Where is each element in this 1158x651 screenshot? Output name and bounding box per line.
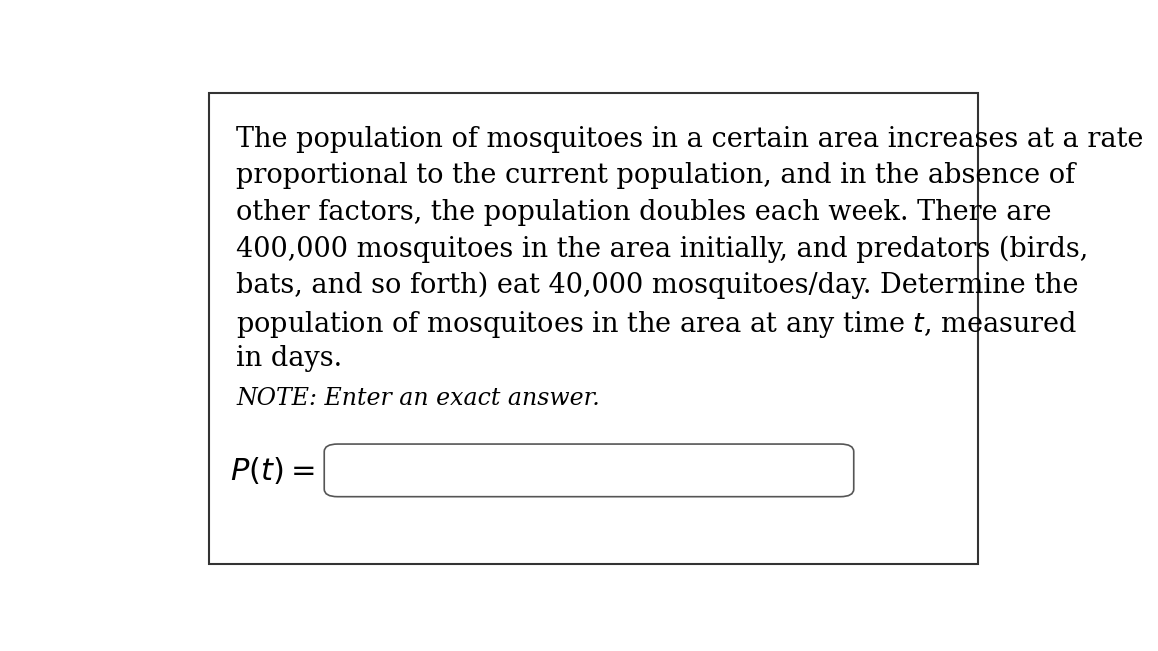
Text: in days.: in days. [236,345,343,372]
Text: NOTE: Enter an exact answer.: NOTE: Enter an exact answer. [236,387,600,410]
Text: The population of mosquitoes in a certain area increases at a rate: The population of mosquitoes in a certai… [236,126,1144,153]
Text: other factors, the population doubles each week. There are: other factors, the population doubles ea… [236,199,1051,226]
FancyBboxPatch shape [210,93,977,564]
Text: 400,000 mosquitoes in the area initially, and predators (birds,: 400,000 mosquitoes in the area initially… [236,236,1089,263]
Text: proportional to the current population, and in the absence of: proportional to the current population, … [236,162,1076,189]
Text: bats, and so forth) eat 40,000 mosquitoes/day. Determine the: bats, and so forth) eat 40,000 mosquitoe… [236,272,1079,299]
FancyBboxPatch shape [324,444,853,497]
Text: population of mosquitoes in the area at any time $t$, measured: population of mosquitoes in the area at … [236,309,1078,340]
Text: $P(t) =$: $P(t) =$ [230,456,315,487]
